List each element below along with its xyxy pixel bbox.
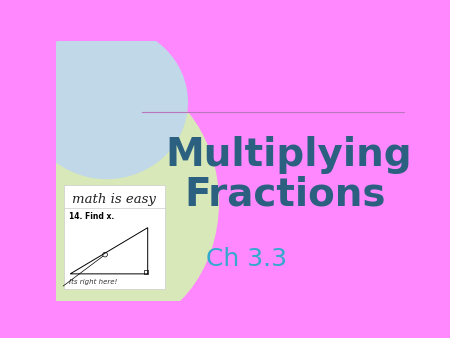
Ellipse shape [10,75,219,329]
FancyBboxPatch shape [64,185,165,289]
Text: Ch 3.3: Ch 3.3 [206,247,287,271]
Ellipse shape [25,25,188,179]
Text: Fractions: Fractions [184,175,386,214]
Text: Its right here!: Its right here! [69,279,117,285]
Text: math is easy: math is easy [72,193,156,206]
Text: Multiplying: Multiplying [166,136,412,173]
Text: 14. Find x.: 14. Find x. [69,212,114,221]
Bar [144,270,148,274]
